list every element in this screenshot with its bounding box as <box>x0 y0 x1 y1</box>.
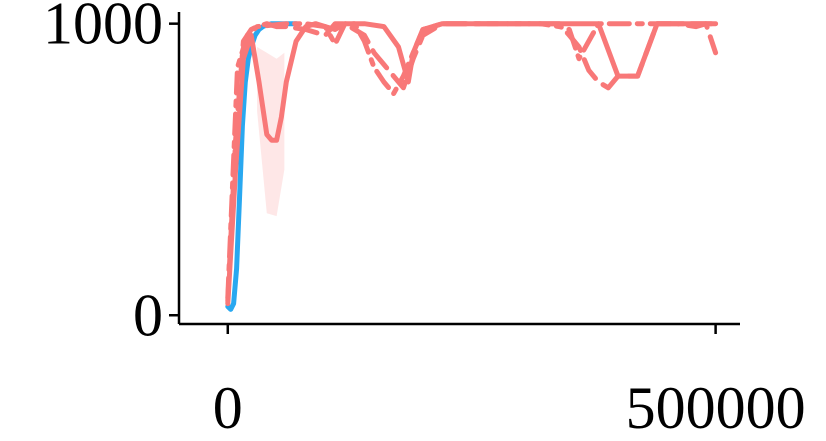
y-tick-label: 0 <box>133 282 163 348</box>
series-1-band <box>257 47 285 217</box>
ticks: 0 1000 0 500000 <box>43 0 806 441</box>
series-3-line <box>225 21 719 301</box>
x-tick-label: 0 <box>213 375 243 441</box>
axes <box>177 12 740 326</box>
x-tick-label: 500000 <box>626 375 806 441</box>
series-lines <box>225 21 719 312</box>
series-2-line <box>225 21 719 304</box>
y-tick-label: 1000 <box>43 0 163 57</box>
confidence-bands <box>257 47 285 217</box>
